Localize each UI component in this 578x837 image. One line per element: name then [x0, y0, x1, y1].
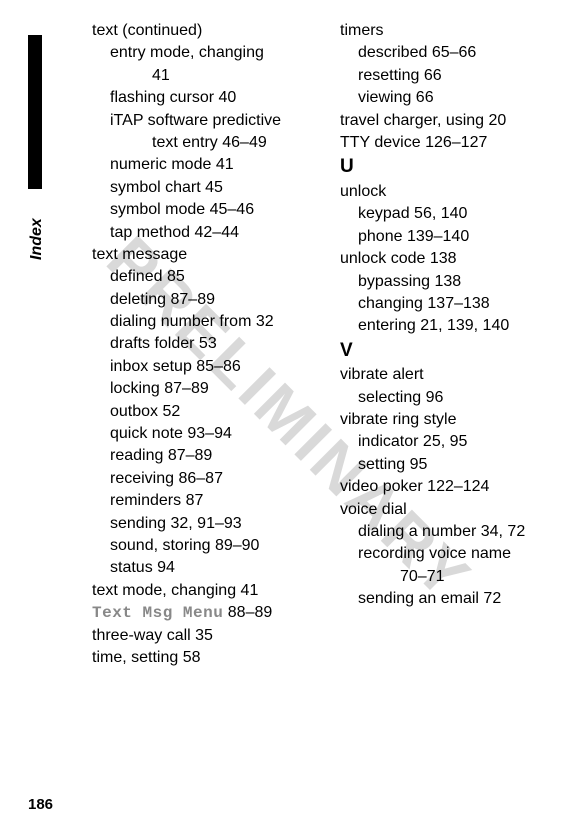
- index-entry: selecting 96: [340, 387, 578, 409]
- index-entry: outbox 52: [92, 401, 340, 423]
- index-entry: numeric mode 41: [92, 154, 340, 176]
- index-entry: reading 87–89: [92, 445, 340, 467]
- index-entry: video poker 122–124: [340, 476, 578, 498]
- index-entry: unlock code 138: [340, 248, 578, 270]
- index-entry: bypassing 138: [340, 271, 578, 293]
- index-entry: entering 21, 139, 140: [340, 315, 578, 337]
- index-entry: iTAP software predictive: [92, 110, 340, 132]
- index-entry: sending an email 72: [340, 588, 578, 610]
- index-entry: inbox setup 85–86: [92, 356, 340, 378]
- index-entry: travel charger, using 20: [340, 110, 578, 132]
- index-entry: reminders 87: [92, 490, 340, 512]
- index-entry: voice dial: [340, 499, 578, 521]
- index-entry: tap method 42–44: [92, 222, 340, 244]
- index-entry: locking 87–89: [92, 378, 340, 400]
- index-entry: changing 137–138: [340, 293, 578, 315]
- index-entry: 70–71: [340, 566, 578, 588]
- index-entry: unlock: [340, 181, 578, 203]
- index-entry: keypad 56, 140: [340, 203, 578, 225]
- index-entry: Text Msg Menu 88–89: [92, 602, 340, 624]
- index-entry: TTY device 126–127: [340, 132, 578, 154]
- index-entry: drafts folder 53: [92, 333, 340, 355]
- page-number: 186: [28, 794, 53, 815]
- index-entry: 41: [92, 65, 340, 87]
- right-column: timersdescribed 65–66resetting 66viewing…: [340, 20, 578, 669]
- index-entry: indicator 25, 95: [340, 431, 578, 453]
- index-entry: time, setting 58: [92, 647, 340, 669]
- index-entry: recording voice name: [340, 543, 578, 565]
- index-entry: entry mode, changing: [92, 42, 340, 64]
- index-entry: viewing 66: [340, 87, 578, 109]
- index-entry: timers: [340, 20, 578, 42]
- index-entry: vibrate alert: [340, 364, 578, 386]
- index-entry: phone 139–140: [340, 226, 578, 248]
- index-columns: text (continued)entry mode, changing41fl…: [0, 0, 578, 669]
- index-entry: text mode, changing 41: [92, 580, 340, 602]
- index-entry: vibrate ring style: [340, 409, 578, 431]
- index-entry: quick note 93–94: [92, 423, 340, 445]
- index-entry: symbol mode 45–46: [92, 199, 340, 221]
- index-entry: resetting 66: [340, 65, 578, 87]
- index-entry: deleting 87–89: [92, 289, 340, 311]
- section-header: V: [340, 340, 353, 361]
- index-entry: receiving 86–87: [92, 468, 340, 490]
- index-entry: described 65–66: [340, 42, 578, 64]
- index-page-ref: 88–89: [223, 604, 272, 621]
- section-header: U: [340, 156, 354, 177]
- index-entry: text message: [92, 244, 340, 266]
- index-entry: dialing number from 32: [92, 311, 340, 333]
- index-entry: symbol chart 45: [92, 177, 340, 199]
- index-entry: defined 85: [92, 266, 340, 288]
- index-entry: text entry 46–49: [92, 132, 340, 154]
- index-entry: flashing cursor 40: [92, 87, 340, 109]
- menu-code-text: Text Msg Menu: [92, 604, 223, 622]
- index-entry: three-way call 35: [92, 625, 340, 647]
- index-entry: status 94: [92, 557, 340, 579]
- index-entry: dialing a number 34, 72: [340, 521, 578, 543]
- index-entry: setting 95: [340, 454, 578, 476]
- index-entry: text (continued): [92, 20, 340, 42]
- left-column: text (continued)entry mode, changing41fl…: [92, 20, 340, 669]
- index-entry: sound, storing 89–90: [92, 535, 340, 557]
- index-entry: sending 32, 91–93: [92, 513, 340, 535]
